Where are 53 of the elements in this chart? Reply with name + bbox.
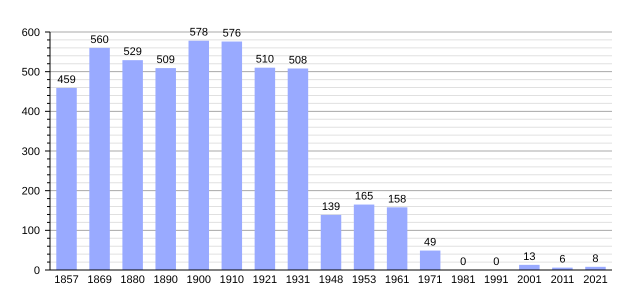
y-tick-label: 100 <box>22 225 40 238</box>
bar <box>254 68 276 270</box>
y-tick-label: 400 <box>22 106 40 118</box>
x-tick-label: 1981 <box>450 274 476 286</box>
x-tick-label: 1880 <box>120 274 145 286</box>
bar <box>420 250 440 270</box>
x-tick-label: 2011 <box>550 274 574 286</box>
bar <box>288 68 308 270</box>
y-tick-label: 200 <box>22 186 40 198</box>
bar <box>122 60 143 270</box>
y-tick-label: 600 <box>22 26 40 39</box>
bar <box>222 42 242 270</box>
data-label: 529 <box>123 46 142 58</box>
x-tick-label: 1953 <box>352 274 376 286</box>
y-tick-label: 300 <box>22 146 40 158</box>
data-label: 49 <box>424 236 436 249</box>
data-label: 6 <box>559 254 566 266</box>
x-tick-label: 1900 <box>186 274 212 286</box>
bar <box>155 68 176 270</box>
x-tick-label: 1961 <box>384 274 410 286</box>
bar <box>56 88 77 270</box>
x-tick-label: 1869 <box>87 274 112 286</box>
x-tick-label: 2001 <box>517 274 542 286</box>
data-label: 139 <box>322 200 340 213</box>
data-label: 0 <box>493 256 500 268</box>
data-label: 509 <box>156 54 175 66</box>
x-tick-label: 1991 <box>484 274 509 286</box>
data-label: 13 <box>523 250 536 263</box>
data-label: 510 <box>256 54 274 66</box>
data-label: 158 <box>388 193 406 206</box>
data-label: 165 <box>354 190 374 203</box>
data-label: 576 <box>222 28 242 40</box>
x-tick-label: 2021 <box>583 274 608 286</box>
x-tick-label: 1921 <box>252 274 278 286</box>
data-label: 508 <box>288 54 308 66</box>
y-tick-label: 0 <box>34 264 40 277</box>
data-label: 578 <box>190 26 208 39</box>
x-tick-label: 1948 <box>318 274 344 286</box>
bar <box>354 204 374 270</box>
data-label: 560 <box>90 34 109 46</box>
bar <box>188 40 210 270</box>
data-label: 8 <box>592 252 599 265</box>
x-tick-label: 1890 <box>153 274 178 286</box>
x-tick-label: 1931 <box>286 274 310 286</box>
data-label: 459 <box>57 74 76 86</box>
y-tick-label: 500 <box>22 66 40 79</box>
bar <box>320 214 342 270</box>
bar <box>386 207 408 270</box>
data-label: 0 <box>460 256 466 268</box>
x-tick-label: 1857 <box>54 274 79 286</box>
x-tick-label: 1971 <box>418 274 442 286</box>
bar <box>89 48 110 270</box>
x-tick-label: 1910 <box>220 274 244 286</box>
